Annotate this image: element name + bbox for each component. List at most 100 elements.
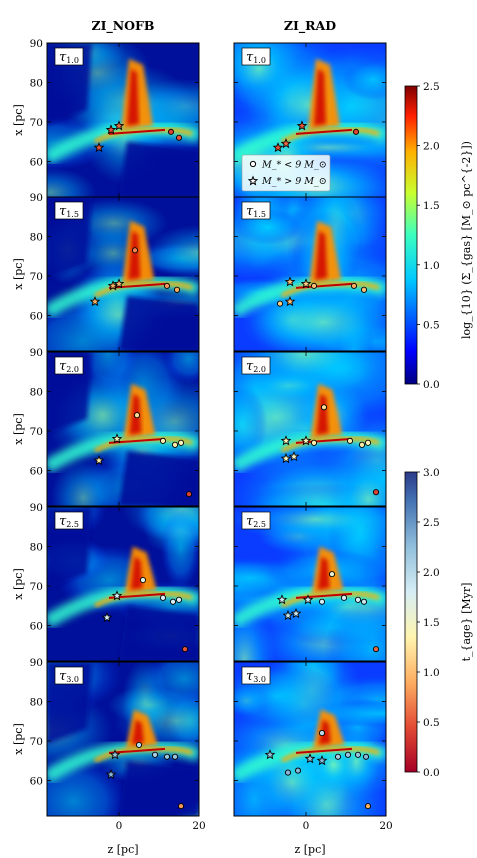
colorbar-age: 0.0 0.5 1.0 1.5 2.0 2.5 3.0 t_{age} [Myr] [404,467,473,779]
time-label-box [54,356,84,375]
filament-core [94,746,193,763]
low-mass-star-marker [340,594,348,601]
high-mass-star-marker [111,433,123,444]
low-mass-star-marker [167,128,175,135]
gas-cloud [328,458,386,506]
low-mass-star-marker [177,439,185,446]
gas-cloud [234,507,386,541]
colorbar-tick-label: 0.0 [423,767,440,779]
low-mass-star-marker [171,753,179,760]
high-mass-star-marker [276,594,288,605]
low-mass-star-marker [318,730,326,737]
filament-dense [108,128,166,135]
colorbar-age-ticks: 0.0 0.5 1.0 1.5 2.0 2.5 3.0 [417,467,440,779]
legend-circle-label: M_* < 9 M_⊙ [261,160,327,171]
star-markers [89,120,380,810]
y-axis-label: x [pc] [12,723,25,755]
x-tick-label: 20 [379,820,392,832]
low-mass-star-marker [284,769,292,776]
panel-0 [47,43,199,197]
void-region [119,605,199,661]
time-label-box [241,511,271,530]
void-region [119,295,199,351]
low-mass-star-marker [372,646,380,653]
colorbar-age-label: t_{age} [Myr] [460,583,473,662]
gas-cloud [234,386,268,462]
filament-core [281,127,380,144]
low-mass-star-marker [358,441,366,448]
high-mass-star-marker [101,611,113,623]
panel-3 [234,197,386,351]
legend-star-label: M_* > 9 M_⊙ [261,176,327,187]
low-mass-star-marker [133,412,141,419]
gas-cloud [47,167,97,197]
filament-dense [295,592,353,599]
colorbar-tick-label: 0.5 [423,319,440,331]
low-mass-star-marker [175,134,183,141]
colorbar-gas-label: log_{10} (Σ_{gas} [M_⊙ pc^{-2}]) [460,141,473,339]
y-axis-label: x [pc] [12,568,25,600]
filament-dense [295,282,353,289]
low-mass-star-marker [364,439,372,446]
high-mass-star-marker [93,142,105,153]
low-mass-star-marker [346,437,354,444]
colorbar-tick-label: 1.5 [423,200,440,212]
y-tick-label: 70 [30,736,43,748]
time-label-box [54,47,84,66]
dense-plume-core [128,230,141,280]
legend-box [241,154,331,192]
dense-plume-core [130,556,143,590]
low-mass-star-marker [169,598,177,605]
colorbar-gas-ticks: 0.0 0.5 1.0 1.5 2.0 2.5 [417,81,440,391]
marker-legend: M_* < 9 M_⊙ M_* > 9 M_⊙ [241,154,331,192]
colorbar-tick-label: 2.0 [423,567,440,579]
high-mass-star-marker [296,120,308,131]
high-mass-star-marker [300,435,312,446]
filament-dense [108,282,166,289]
colorbar-age-fill [404,471,418,773]
low-mass-star-marker [360,598,368,605]
y-tick-label: 80 [30,231,43,243]
high-mass-star-marker [264,749,276,760]
low-mass-star-marker [135,741,143,748]
high-mass-star-marker [280,453,292,464]
low-mass-star-marker [344,751,352,758]
time-label: τ1.0 [54,47,84,66]
filament-dense [295,128,353,135]
filament-dense [295,747,353,754]
filament-dense [108,747,166,754]
low-mass-star-marker [177,803,185,810]
time-label: τ1.0 [241,47,271,66]
y-tick-label: 90 [30,38,43,50]
panel-6 [47,507,199,661]
colorbar-gas: 0.0 0.5 1.0 1.5 2.0 2.5 log_{10} (Σ_{gas} [M_… [404,81,473,391]
y-axis-label: x [pc] [12,104,25,136]
filament-core [281,281,380,298]
y-tick-label: 90 [30,347,43,359]
low-mass-star-marker [131,247,139,254]
panel-frame [46,351,200,507]
legend-circle-marker [249,160,257,168]
high-mass-star-marker [284,276,296,287]
gas-cloud [164,352,199,384]
colorbar-gas-fill [404,85,418,385]
gas-cloud [342,59,386,101]
dense-plume-core [131,719,144,745]
y-tick-label: 60 [30,156,43,168]
colorbar-tick-label: 0.5 [423,717,440,729]
time-label-box [54,666,84,685]
y-tick-label: 80 [30,541,43,553]
filament-core [94,281,193,298]
low-mass-star-marker [139,577,147,584]
high-mass-star-marker [272,142,284,153]
gas-cloud [324,597,386,661]
panel-grid [47,43,386,816]
void-region [119,450,199,506]
axes: τ1.0 60 70 80 90 τ1.0 τ1.5 60 70 80 90 τ1.5 τ2.0 60 70… [30,38,393,832]
gas-cloud [50,458,117,506]
y-tick-label: 80 [30,696,43,708]
panel-frame [233,351,387,507]
panel-4 [47,352,199,506]
colorbar-tick-label: 1.0 [423,260,440,272]
